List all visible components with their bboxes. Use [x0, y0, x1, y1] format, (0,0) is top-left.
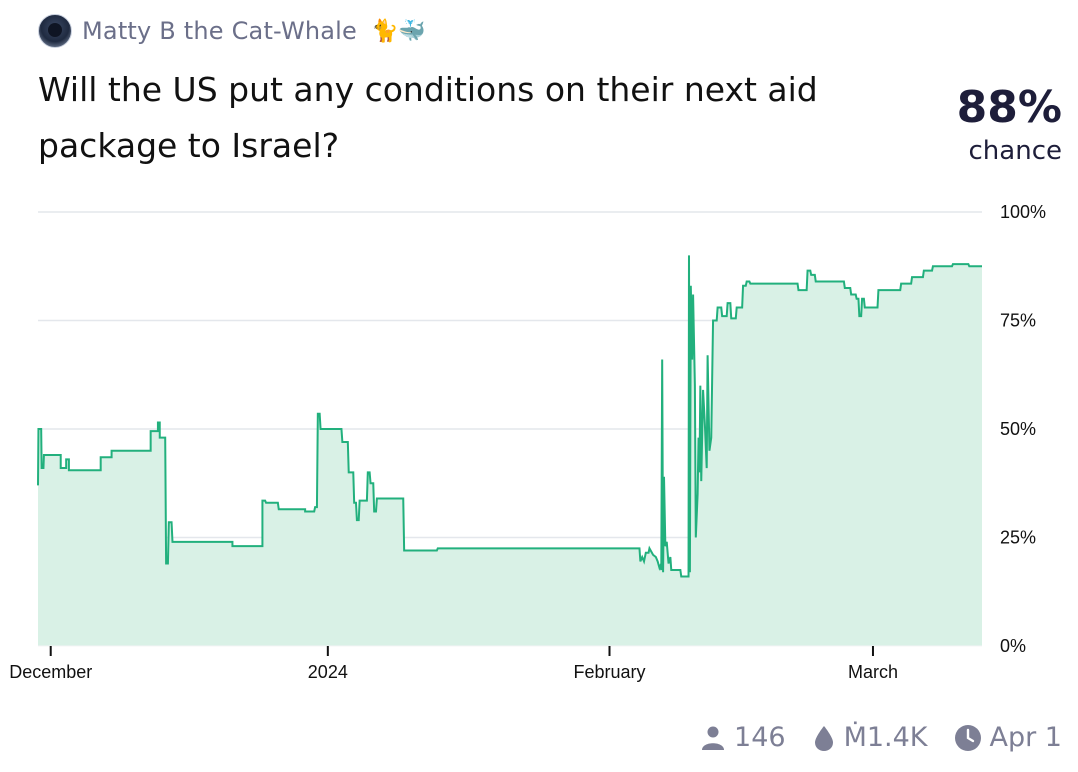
y-axis: 0% 25% 50% 75% 100%	[1000, 202, 1046, 656]
probability-area	[38, 255, 982, 646]
person-icon	[702, 726, 725, 750]
volume-amount: Ṁ1.4K	[843, 722, 928, 753]
x-tick-label: 2024	[308, 662, 348, 682]
probability-label: chance	[968, 136, 1062, 166]
question-title[interactable]: Will the US put any conditions on their …	[38, 70, 818, 165]
y-tick-label: 100%	[1000, 202, 1046, 222]
traders-stat[interactable]: 146	[700, 722, 786, 753]
author-name[interactable]: Matty B the Cat-Whale	[82, 17, 358, 45]
x-tick-label: December	[9, 662, 92, 682]
traders-count: 146	[734, 722, 786, 753]
x-tick-label: February	[573, 662, 645, 682]
volume-stat[interactable]: Ṁ1.4K	[812, 722, 928, 753]
probability-line	[37, 255, 982, 578]
probability-value: 88%	[956, 82, 1062, 133]
market-stats: 146 Ṁ1.4K Apr 1	[700, 722, 1062, 753]
probability-chart[interactable]: 0% 25% 50% 75% 100% December 2024 February Marc…	[0, 190, 1078, 700]
droplet-icon	[814, 725, 833, 751]
close-date: Apr 1	[989, 722, 1062, 753]
y-tick-label: 75%	[1000, 311, 1036, 331]
y-tick-label: 25%	[1000, 528, 1036, 548]
clock-icon	[954, 724, 981, 751]
author-row[interactable]: Matty B the Cat-Whale 🐈🐳	[38, 14, 426, 48]
y-tick-label: 0%	[1000, 636, 1026, 656]
avatar[interactable]	[38, 14, 72, 48]
x-axis: December 2024 February March	[9, 645, 982, 682]
x-tick-label: March	[848, 662, 898, 682]
y-tick-label: 50%	[1000, 419, 1036, 439]
author-emoji: 🐈🐳	[371, 18, 426, 44]
close-date-stat[interactable]: Apr 1	[954, 722, 1062, 753]
probability-display: 88% chance	[957, 82, 1062, 168]
